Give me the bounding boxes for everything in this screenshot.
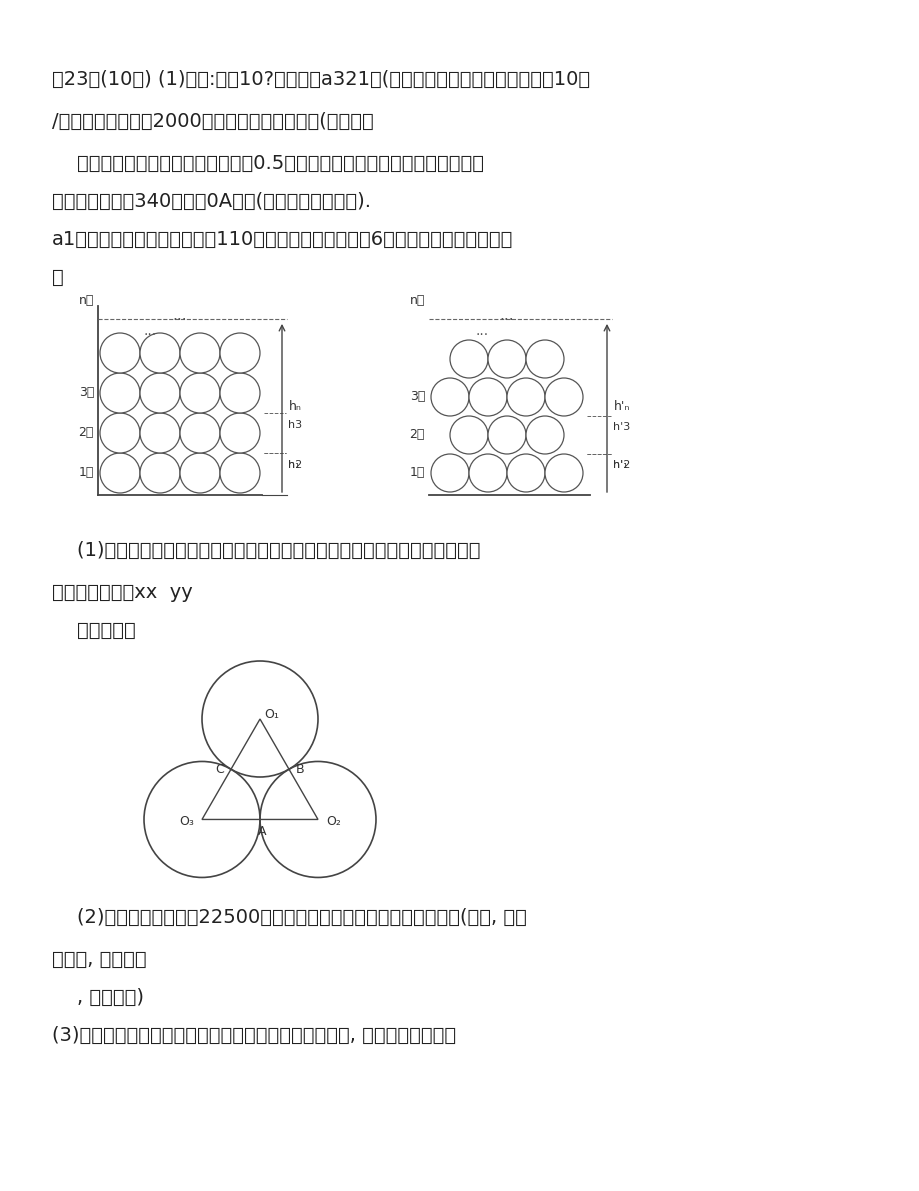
Text: h2: h2 [288,460,302,470]
Circle shape [100,333,140,373]
Circle shape [220,333,260,373]
Text: (2)李经理想获得利润22500元，需将这批香菇存放多少天后出售，(利润, 销售: (2)李经理想获得利润22500元，需将这批香菇存放多少天后出售，(利润, 销售 [52,908,527,927]
Circle shape [469,454,506,492]
Circle shape [469,378,506,416]
Text: 1层: 1层 [78,467,94,480]
Text: ，23．(10分) (1)计算:如图10?，直径为a321地(上市时，外商李经理按市场价格10元: ，23．(10分) (1)计算:如图10?，直径为a321地(上市时，外商李经理… [52,70,589,89]
Text: 2层: 2层 [409,429,425,442]
Text: /千克在我州收购了2000千克香菇存放入冷库中(据预测，: /千克在我州收购了2000千克香菇存放入冷库中(据预测， [52,112,373,131]
Text: n层: n层 [409,294,425,307]
Text: O₃: O₃ [179,815,194,828]
Text: C: C [215,762,223,775]
Circle shape [544,378,583,416]
Text: 1层: 1层 [409,467,425,480]
Circle shape [506,378,544,416]
Text: 3层: 3层 [409,391,425,404]
Circle shape [506,454,544,492]
Text: A: A [257,825,266,838]
Circle shape [220,413,260,453]
Text: h'₁: h'₁ [612,461,627,470]
Text: , 各种费用): , 各种费用) [52,987,144,1006]
Text: ...: ... [173,308,187,324]
Text: n层: n层 [78,294,94,307]
Text: a1而且香菇在冷库中最多保存110天，同时，平均每天有6千克的香菇损坏不能出售: a1而且香菇在冷库中最多保存110天，同时，平均每天有6千克的香菇损坏不能出售 [52,230,513,249]
Text: ...: ... [143,324,156,338]
Text: 总金额, 收购成本: 总金额, 收购成本 [52,949,146,968]
Text: (3)李经理将这批香菇存放多少天后出售可获得最大利润, 最大利润是多少，: (3)李经理将这批香菇存放多少天后出售可获得最大利润, 最大利润是多少， [52,1025,456,1045]
Circle shape [140,333,180,373]
Circle shape [180,453,220,493]
Text: 数关系式（: 数关系式（ [52,621,136,640]
Circle shape [220,453,260,493]
Text: h'3: h'3 [612,423,630,432]
Circle shape [140,373,180,413]
Circle shape [180,373,220,413]
Circle shape [487,416,526,454]
Text: hₙ: hₙ [289,400,301,413]
Text: 写出与之间的函xx  yy: 写出与之间的函xx yy [52,584,193,601]
Text: O₁: O₁ [264,707,278,721]
Text: h'2: h'2 [612,461,630,470]
Text: （: （ [52,268,63,287]
Circle shape [526,339,563,378]
Circle shape [100,373,140,413]
Circle shape [526,416,563,454]
Circle shape [180,413,220,453]
Text: (1)若存放天后，将这批香菇一次性出售，设这批香菇的销售总金额为元，试: (1)若存放天后，将这批香菇一次性出售，设这批香菇的销售总金额为元，试 [52,541,480,560]
Circle shape [180,333,220,373]
Text: h₁: h₁ [288,460,300,470]
Text: 2层: 2层 [78,426,94,439]
Text: 香菇的市场价格每天每千克将上涨0.5元，但冷库存放这批香菇时每天需要支: 香菇的市场价格每天每千克将上涨0.5元，但冷库存放这批香菇时每天需要支 [52,154,483,173]
Circle shape [449,339,487,378]
Circle shape [140,413,180,453]
Circle shape [100,453,140,493]
Circle shape [487,339,526,378]
Text: h'ₙ: h'ₙ [613,400,630,413]
Text: 出各种费用合计340元，求0A的长(用含的代数式表示).: 出各种费用合计340元，求0A的长(用含的代数式表示). [52,192,370,211]
Text: O₂: O₂ [325,815,341,828]
Circle shape [100,413,140,453]
Circle shape [430,454,469,492]
Text: ...: ... [475,324,488,338]
Circle shape [449,416,487,454]
Text: 3层: 3层 [78,387,94,399]
Text: B: B [296,762,304,775]
Circle shape [140,453,180,493]
Circle shape [220,373,260,413]
Text: h3: h3 [288,420,301,430]
Circle shape [544,454,583,492]
Text: ...: ... [499,308,514,324]
Circle shape [430,378,469,416]
